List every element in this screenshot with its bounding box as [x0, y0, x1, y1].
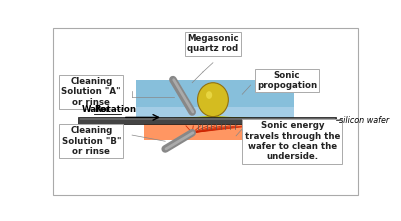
- FancyBboxPatch shape: [53, 28, 358, 195]
- Bar: [136, 107, 293, 122]
- Ellipse shape: [205, 91, 212, 99]
- Bar: [143, 124, 262, 140]
- Bar: [143, 124, 262, 140]
- Text: Megasonic
quartz rod: Megasonic quartz rod: [187, 34, 238, 53]
- Text: Rotation: Rotation: [94, 105, 136, 114]
- Bar: [78, 117, 335, 124]
- Text: Cleaning
Solution "B"
or rinse: Cleaning Solution "B" or rinse: [61, 126, 121, 156]
- Bar: [136, 80, 293, 122]
- Bar: [79, 118, 334, 120]
- Text: Sonic energy
travels through the
wafer to clean the
underside.: Sonic energy travels through the wafer t…: [244, 121, 339, 161]
- Text: Wafer: Wafer: [82, 105, 111, 114]
- Ellipse shape: [197, 83, 228, 117]
- Text: Cleaning
Solution "A"
or rinse: Cleaning Solution "A" or rinse: [61, 77, 121, 107]
- Text: Sonic
propogation: Sonic propogation: [256, 71, 316, 90]
- Text: silicon wafer: silicon wafer: [338, 116, 389, 125]
